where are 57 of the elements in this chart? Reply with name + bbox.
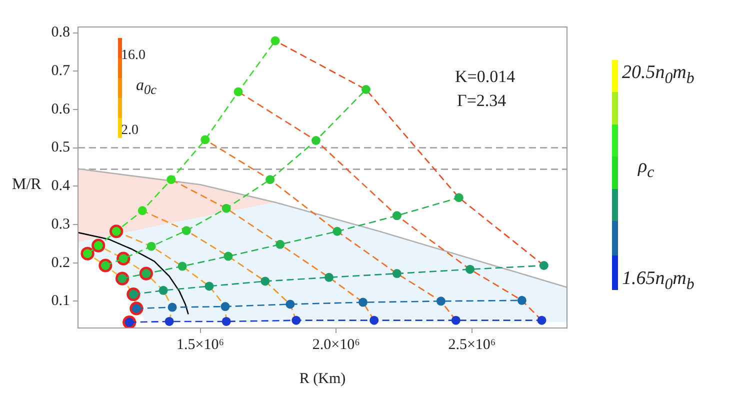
point xyxy=(539,261,548,270)
point xyxy=(220,302,230,312)
point xyxy=(286,300,295,309)
annotation: 16.0 xyxy=(121,48,146,63)
point xyxy=(224,252,233,261)
point xyxy=(146,242,156,251)
point xyxy=(311,136,320,145)
x-tick-label: 1.5×10⁶ xyxy=(176,336,224,353)
point xyxy=(158,286,168,295)
point xyxy=(138,206,147,216)
point xyxy=(260,276,270,286)
point xyxy=(451,316,460,325)
y-tick-label: 0.8 xyxy=(51,24,70,41)
x-tick-label: 2.0×10⁶ xyxy=(312,336,360,353)
point xyxy=(466,264,475,274)
point xyxy=(292,316,301,325)
point xyxy=(166,175,176,184)
point xyxy=(168,302,177,312)
point xyxy=(392,211,402,220)
point xyxy=(454,193,464,202)
point xyxy=(270,36,280,46)
point xyxy=(436,296,446,306)
point xyxy=(537,316,546,325)
annotation: a$_{0c}$ xyxy=(136,77,157,98)
x-tick-label: 2.5×10⁶ xyxy=(448,336,496,353)
y-tick-label: 0.3 xyxy=(51,216,70,232)
point xyxy=(361,85,370,94)
y-tick-label: 0.4 xyxy=(51,178,70,194)
y-tick-label: 0.1 xyxy=(51,293,70,310)
point xyxy=(517,296,526,305)
point xyxy=(222,204,231,213)
point xyxy=(324,272,334,282)
y-tick-label: 0.2 xyxy=(51,254,70,271)
point xyxy=(370,316,379,325)
point xyxy=(276,240,285,249)
x-axis-title: R (Km) xyxy=(299,370,346,387)
point xyxy=(200,135,210,144)
point xyxy=(204,282,214,291)
point xyxy=(222,316,231,326)
annotation: K=0.014 xyxy=(455,67,516,86)
point xyxy=(392,269,402,278)
color-bar-title: ρ$_{c}$ xyxy=(638,156,654,182)
point xyxy=(178,262,187,271)
y-axis-title: M/R xyxy=(12,176,42,194)
point xyxy=(182,226,191,236)
point xyxy=(266,175,275,184)
y-tick-label: 0.5 xyxy=(51,140,70,156)
y-tick-label: 0.7 xyxy=(51,63,70,80)
point xyxy=(332,226,342,236)
y-tick-label: 0.6 xyxy=(51,101,70,118)
color-bar-label: 1.65n$_{0}$m$_{b}$ xyxy=(622,268,694,294)
point xyxy=(358,298,368,307)
annotation: 2.0 xyxy=(121,123,138,138)
color-bar-label: 20.5n$_{0}$m$_{b}$ xyxy=(622,62,694,88)
point xyxy=(234,87,243,96)
annotation: Γ=2.34 xyxy=(457,91,506,110)
point xyxy=(164,316,174,326)
